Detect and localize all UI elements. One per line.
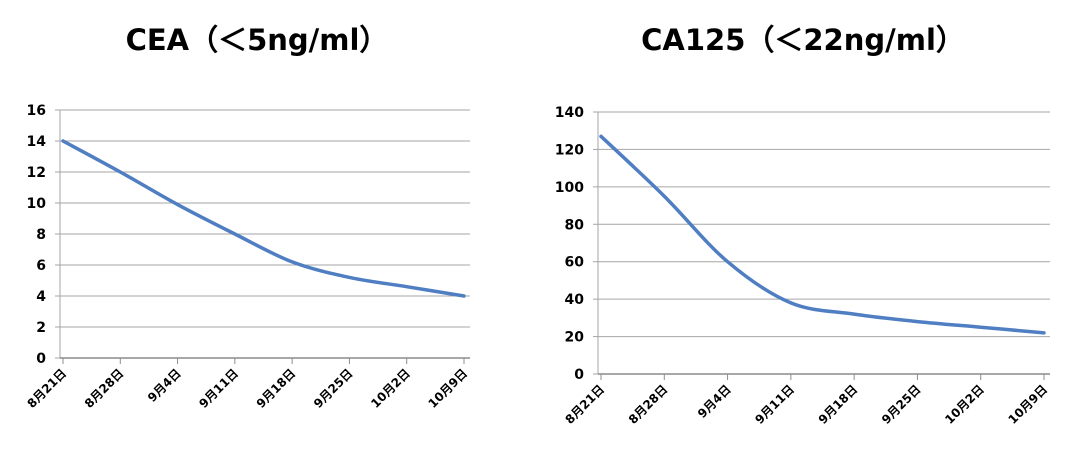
x-tick-label: 9月4日 [145, 366, 184, 405]
y-tick-label: 60 [565, 255, 585, 271]
x-tick-label: 8月28日 [626, 382, 671, 427]
x-tick-label: 9月11日 [196, 366, 241, 411]
x-tick-label: 9月11日 [752, 382, 797, 427]
y-tick-label: 4 [36, 289, 46, 305]
y-tick-label: 140 [555, 105, 584, 121]
y-tick-label: 0 [574, 367, 584, 383]
y-tick-label: 80 [565, 217, 585, 233]
chart-cea: CEA（＜5ng/ml） 0 2 4 6 8 10 12 14 16 8月21日 8月28日 9月4日… [25, 23, 471, 411]
series-line-cea [63, 141, 464, 296]
y-tick-label: 14 [27, 134, 47, 150]
y-tick-label: 120 [555, 142, 584, 158]
chart-title-ca125: CA125（＜22ng/ml） [641, 23, 965, 57]
x-tick-label: 9月25日 [311, 366, 356, 411]
y-tick-label: 10 [27, 196, 47, 212]
x-tick-label: 8月21日 [563, 382, 608, 427]
x-tick-label: 10月9日 [426, 366, 471, 411]
series-line-ca125 [601, 136, 1044, 333]
x-tick-label: 10月2日 [942, 382, 987, 427]
y-tick-label: 2 [36, 320, 46, 336]
plot-area-cea: 0 2 4 6 8 10 12 14 16 8月21日 8月28日 9月4日 9月11日 9月18日 9月2… [25, 103, 471, 411]
x-tick-label: 9月18日 [254, 366, 299, 411]
x-tick-label: 9月25日 [879, 382, 924, 427]
x-tick-label: 8月28日 [82, 366, 127, 411]
y-tick-label: 16 [27, 103, 46, 119]
chart-title-cea: CEA（＜5ng/ml） [126, 23, 389, 57]
y-tick-label: 0 [36, 351, 46, 367]
y-tick-label: 20 [565, 330, 585, 346]
y-tick-label: 40 [565, 292, 585, 308]
chart-ca125: CA125（＜22ng/ml） 0 20 40 60 80 100 120 140 8月21日 8… [555, 23, 1050, 427]
y-tick-label: 8 [36, 227, 46, 243]
x-tick-label: 9月4日 [695, 382, 734, 421]
x-tick-label: 10月9日 [1006, 382, 1051, 427]
x-tick-label: 8月21日 [25, 366, 70, 411]
x-tick-label: 10月2日 [368, 366, 413, 411]
plot-area-ca125: 0 20 40 60 80 100 120 140 8月21日 8月28日 9月4日 9月11日 9月1… [555, 105, 1050, 427]
y-tick-label: 6 [36, 258, 46, 274]
y-tick-label: 100 [555, 180, 584, 196]
y-tick-label: 12 [27, 165, 46, 181]
x-tick-label: 9月18日 [816, 382, 861, 427]
